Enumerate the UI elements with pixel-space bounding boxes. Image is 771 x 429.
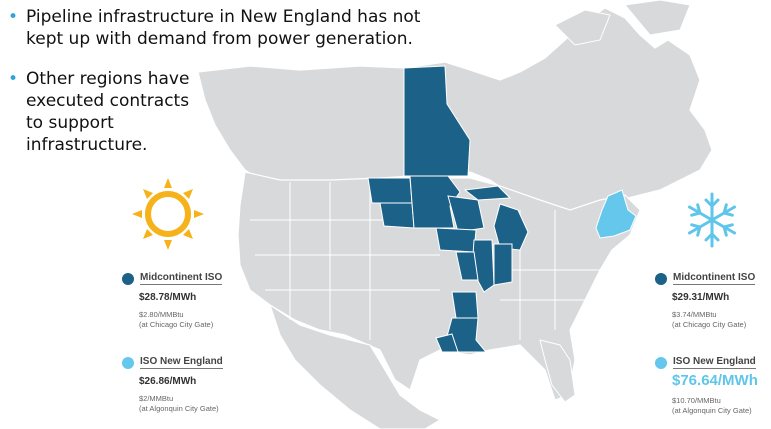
legend-name: ISO New England xyxy=(140,356,223,369)
bullet-text: Other regions have executed contracts to… xyxy=(26,69,190,155)
mexico-landmass xyxy=(268,303,442,429)
missouri-east xyxy=(455,251,479,281)
sun-icon xyxy=(132,178,204,250)
legend-name: Midcontinent ISO xyxy=(140,272,223,285)
summer-legend: Midcontinent ISO $28.78/MWh $2.80/MMBtu … xyxy=(122,270,292,420)
bullet-item: • Pipeline infrastructure in New England… xyxy=(8,6,428,50)
east-texas xyxy=(435,333,459,353)
legend-row-midcontinent: Midcontinent ISO xyxy=(655,272,756,285)
bullet-dot-icon: • xyxy=(8,7,19,27)
florida xyxy=(539,339,576,403)
bullet-text: Pipeline infrastructure in New England h… xyxy=(26,7,421,49)
legend-gas-price: $2/MMBtu xyxy=(139,394,174,403)
legend-row-new-england: ISO New England xyxy=(122,356,223,369)
legend-price: $29.31/MWh xyxy=(672,292,730,303)
legend-gate: (at Chicago City Gate) xyxy=(672,320,747,329)
midcontinent-dot-icon xyxy=(655,272,667,285)
indiana xyxy=(493,243,513,286)
wisconsin xyxy=(447,195,485,233)
legend-gate: (at Algonquin City Gate) xyxy=(139,404,219,413)
iowa xyxy=(435,227,477,253)
iso-new-england-region xyxy=(595,189,637,239)
legend-gate: (at Algonquin City Gate) xyxy=(672,406,752,415)
legend-gate: (at Chicago City Gate) xyxy=(139,320,214,329)
new-england-dot-icon xyxy=(655,356,667,369)
legend-price: $76.64/MWh xyxy=(672,372,758,389)
legend-gas-price: $2.80/MMBtu xyxy=(139,310,184,319)
bullet-item: • Other regions have executed contracts … xyxy=(8,68,208,156)
midcontinent-dot-icon xyxy=(122,272,134,285)
bullet-dot-icon: • xyxy=(8,69,19,89)
manitoba xyxy=(403,65,471,177)
legend-row-new-england: ISO New England xyxy=(655,356,756,369)
michigan xyxy=(463,185,529,251)
north-dakota xyxy=(367,177,413,204)
south-dakota xyxy=(379,202,415,229)
legend-gas-price: $10.70/MMBtu xyxy=(672,396,721,405)
legend-price: $26.86/MWh xyxy=(139,376,197,387)
minnesota xyxy=(409,175,461,229)
new-england-dot-icon xyxy=(122,356,134,369)
winter-legend: Midcontinent ISO $29.31/MWh $3.74/MMBtu … xyxy=(655,270,767,422)
arkansas xyxy=(451,291,479,319)
midcontinent-iso-region xyxy=(367,65,529,353)
legend-row-midcontinent: Midcontinent ISO xyxy=(122,272,223,285)
snowflake-icon xyxy=(687,192,737,248)
arctic-islands xyxy=(554,0,691,46)
legend-name: Midcontinent ISO xyxy=(673,272,756,285)
state-borders xyxy=(250,180,600,340)
legend-gas-price: $3.74/MMBtu xyxy=(672,310,717,319)
legend-name: ISO New England xyxy=(673,356,756,369)
legend-price: $28.78/MWh xyxy=(139,292,197,303)
